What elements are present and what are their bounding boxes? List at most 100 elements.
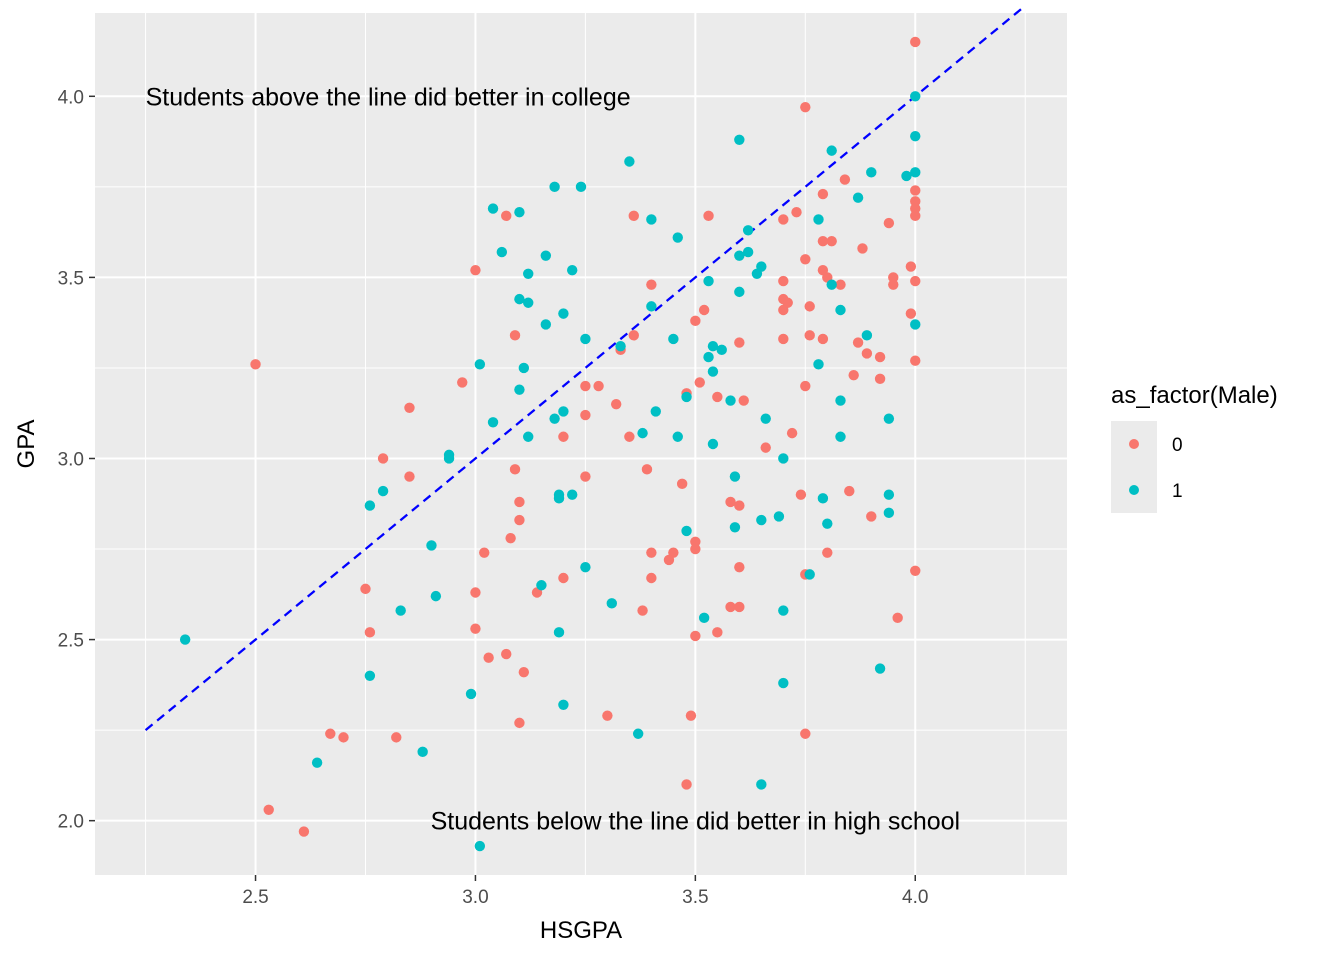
point-series-0 <box>690 315 701 327</box>
x-tick-label: 3.5 <box>682 887 708 908</box>
point-series-1 <box>553 627 565 638</box>
point-series-0 <box>910 565 921 576</box>
point-series-1 <box>725 395 736 406</box>
point-series-1 <box>179 634 191 645</box>
point-series-1 <box>417 746 428 758</box>
point-series-0 <box>778 275 789 287</box>
point-series-0 <box>558 572 569 584</box>
point-series-1 <box>580 333 591 345</box>
point-series-0 <box>866 511 877 522</box>
point-series-1 <box>826 145 837 156</box>
y-tick-label: 3.5 <box>58 268 84 289</box>
y-tick-label: 2.5 <box>58 631 84 652</box>
point-series-1 <box>826 279 837 290</box>
point-series-0 <box>470 587 481 598</box>
point-series-0 <box>905 261 917 272</box>
y-axis-title: GPA <box>13 420 40 469</box>
point-series-1 <box>866 167 877 178</box>
point-series-1 <box>822 518 833 529</box>
point-series-0 <box>848 369 859 381</box>
legend-dot-0 <box>1129 439 1139 449</box>
y-axis-ticks: 2.0 2.5 3.0 3.5 4.0 <box>58 87 95 833</box>
point-series-0 <box>910 196 921 207</box>
point-series-1 <box>558 308 569 319</box>
point-series-0 <box>364 627 376 638</box>
point-series-1 <box>716 344 727 356</box>
point-series-0 <box>580 409 591 421</box>
point-series-0 <box>874 373 886 385</box>
point-series-1 <box>518 362 530 374</box>
point-series-0 <box>479 547 490 558</box>
point-series-1 <box>707 341 719 352</box>
point-series-0 <box>624 431 635 442</box>
point-series-1 <box>474 840 486 852</box>
point-series-0 <box>800 254 811 265</box>
point-series-1 <box>883 489 895 500</box>
point-series-1 <box>426 540 437 551</box>
point-series-0 <box>800 101 811 113</box>
point-series-0 <box>791 207 802 218</box>
point-series-0 <box>905 308 917 319</box>
point-series-1 <box>364 670 376 681</box>
point-series-1 <box>650 406 661 417</box>
point-series-1 <box>523 297 534 308</box>
point-series-0 <box>778 214 789 225</box>
point-series-1 <box>760 413 771 424</box>
point-series-0 <box>641 464 653 475</box>
point-series-1 <box>707 366 719 377</box>
point-series-0 <box>800 380 811 392</box>
point-series-0 <box>681 779 692 790</box>
point-series-1 <box>540 250 552 261</box>
point-series-0 <box>518 666 530 678</box>
legend-label-1: 1 <box>1172 481 1183 502</box>
point-series-0 <box>377 453 389 464</box>
point-series-0 <box>861 348 873 359</box>
point-series-1 <box>624 156 635 167</box>
legend-title: as_factor(Male) <box>1111 382 1278 409</box>
point-series-1 <box>672 431 683 442</box>
point-series-1 <box>813 359 824 370</box>
point-series-1 <box>698 612 710 624</box>
point-series-1 <box>637 427 648 439</box>
point-series-0 <box>804 330 815 341</box>
x-tick-label: 2.5 <box>242 887 268 908</box>
point-series-1 <box>734 250 745 261</box>
annotation-below-line: Students below the line did better in hi… <box>431 808 961 836</box>
point-series-1 <box>835 304 846 316</box>
point-series-0 <box>646 279 657 290</box>
point-series-1 <box>540 319 552 330</box>
point-series-0 <box>760 442 771 453</box>
point-series-1 <box>874 663 886 674</box>
point-series-1 <box>606 598 617 609</box>
point-series-1 <box>910 319 921 330</box>
point-series-1 <box>778 677 789 689</box>
point-series-0 <box>338 732 349 743</box>
point-series-0 <box>734 500 745 511</box>
point-series-0 <box>580 380 591 392</box>
point-series-0 <box>501 648 512 660</box>
reference-line <box>144 4 1026 732</box>
point-series-1 <box>549 181 560 193</box>
point-series-0 <box>558 431 569 442</box>
point-series-0 <box>690 536 701 547</box>
point-series-0 <box>804 301 815 312</box>
point-series-1 <box>377 485 389 497</box>
point-series-0 <box>483 652 494 663</box>
point-series-1 <box>514 293 525 305</box>
point-series-0 <box>509 464 521 475</box>
point-series-0 <box>910 275 921 287</box>
point-series-0 <box>800 728 811 739</box>
point-series-0 <box>628 330 639 341</box>
point-series-1 <box>523 431 534 442</box>
point-series-0 <box>910 203 921 214</box>
point-series-1 <box>487 203 499 214</box>
point-series-0 <box>470 623 481 634</box>
point-series-1 <box>364 500 376 511</box>
point-series-0 <box>839 174 851 185</box>
point-series-1 <box>615 341 626 352</box>
y-tick-label: 2.0 <box>58 812 84 833</box>
point-series-0 <box>698 304 710 316</box>
point-series-1 <box>861 330 873 341</box>
point-series-0 <box>734 601 745 613</box>
